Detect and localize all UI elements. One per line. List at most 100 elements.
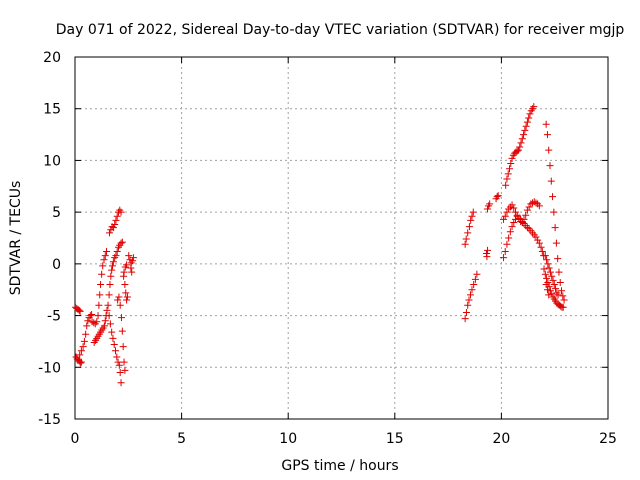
data-point [507, 160, 515, 168]
data-point [116, 368, 124, 376]
data-point [108, 266, 116, 274]
data-point [508, 154, 516, 162]
data-point [462, 308, 470, 316]
data-point [84, 317, 92, 325]
data-point [117, 208, 125, 216]
data-point [108, 328, 116, 336]
data-point [123, 261, 131, 269]
data-point [468, 212, 476, 220]
data-point [514, 146, 522, 154]
data-point [114, 296, 122, 304]
data-point [117, 379, 125, 387]
data-point [543, 286, 551, 294]
data-point [530, 103, 538, 111]
data-point [503, 175, 511, 183]
data-point [506, 165, 514, 173]
data-point [508, 223, 516, 231]
data-point [494, 192, 502, 200]
data-point [506, 228, 514, 236]
y-tick-label: 10 [43, 153, 61, 169]
data-point [483, 253, 491, 261]
data-point [77, 358, 85, 366]
y-tick-label: -15 [38, 412, 61, 428]
data-point [550, 281, 558, 289]
data-point [538, 247, 546, 255]
data-point [95, 301, 103, 309]
grid-layer [75, 57, 608, 419]
data-point [526, 110, 534, 118]
y-tick-label: 5 [52, 205, 61, 221]
data-point [106, 281, 114, 289]
data-point [532, 233, 540, 241]
data-point [552, 239, 560, 247]
data-point [551, 224, 559, 232]
data-point [556, 278, 564, 286]
data-point [117, 239, 125, 247]
data-point [112, 347, 120, 355]
data-point [534, 236, 542, 244]
plot-frame [74, 56, 609, 420]
data-point [500, 254, 508, 262]
data-point [503, 240, 511, 248]
x-axis-label: GPS time / hours [281, 458, 398, 474]
data-point [543, 274, 551, 282]
data-point [513, 211, 521, 219]
y-tick-label: 15 [43, 102, 61, 118]
data-point [106, 320, 114, 328]
x-tick-label: 0 [71, 431, 80, 447]
data-point [484, 246, 492, 254]
marker-layer [71, 103, 568, 387]
data-point [546, 287, 554, 295]
data-point [469, 208, 477, 216]
data-point [560, 296, 568, 304]
data-point [128, 268, 136, 276]
data-point [106, 229, 114, 237]
data-point [525, 114, 533, 122]
data-point [546, 162, 554, 170]
chart-title: Day 071 of 2022, Sidereal Day-to-day VTE… [56, 22, 625, 38]
data-point [88, 311, 96, 319]
data-point [500, 215, 508, 223]
data-point [555, 268, 563, 276]
data-point [470, 281, 478, 289]
data-point [99, 262, 107, 270]
x-tick-label: 10 [279, 431, 297, 447]
data-point [558, 287, 566, 295]
data-point [545, 146, 553, 154]
data-point [542, 281, 550, 289]
data-point [535, 239, 543, 247]
data-point [77, 347, 85, 355]
data-point [504, 170, 512, 178]
data-point [520, 215, 528, 223]
data-point [559, 292, 567, 300]
data-point [484, 205, 492, 213]
y-tick-label: 20 [43, 50, 61, 66]
data-point [101, 252, 109, 260]
data-point [505, 234, 513, 242]
data-point [121, 366, 129, 374]
data-point [543, 131, 551, 139]
data-point [129, 257, 137, 265]
data-point [103, 306, 111, 314]
data-point [465, 223, 473, 231]
data-point [468, 286, 476, 294]
y-tick-label: -10 [38, 360, 61, 376]
data-point [549, 193, 557, 201]
data-point [545, 264, 553, 272]
data-point [486, 200, 494, 208]
data-point [109, 258, 117, 266]
data-point [535, 202, 543, 210]
data-point [544, 260, 552, 268]
data-point [101, 317, 109, 325]
data-point [113, 247, 121, 255]
data-point [122, 289, 130, 297]
data-point [117, 314, 125, 322]
data-point [515, 214, 523, 222]
data-point [96, 291, 104, 299]
data-point [552, 285, 560, 293]
data-point [125, 252, 133, 260]
data-point [461, 240, 469, 248]
data-point [517, 139, 525, 147]
data-point [532, 199, 540, 207]
